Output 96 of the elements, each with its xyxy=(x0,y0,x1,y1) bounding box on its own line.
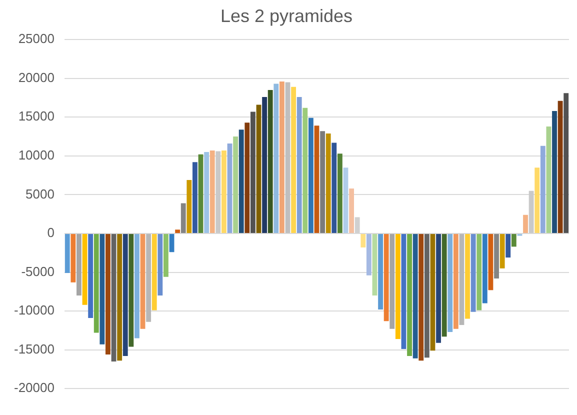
bar xyxy=(180,203,186,233)
bar xyxy=(523,214,528,233)
bar xyxy=(332,142,337,233)
bar xyxy=(164,234,168,277)
bar xyxy=(198,154,204,233)
bar xyxy=(470,234,476,312)
bar xyxy=(465,234,470,319)
bar xyxy=(111,234,116,362)
bar xyxy=(453,234,458,329)
bar xyxy=(122,234,128,356)
bar xyxy=(204,152,210,233)
bar xyxy=(210,150,215,233)
bar xyxy=(146,234,152,322)
y-tick-label: -10000 xyxy=(14,302,54,318)
bar xyxy=(117,234,122,361)
bar xyxy=(552,110,557,233)
y-tick-label: 0 xyxy=(47,225,54,240)
bar xyxy=(233,136,238,233)
bar xyxy=(442,234,447,337)
bar xyxy=(534,168,540,233)
y-tick-label: 5000 xyxy=(26,186,54,202)
bar xyxy=(64,234,70,274)
bar xyxy=(128,234,134,347)
bar xyxy=(100,234,105,344)
bar xyxy=(221,150,226,233)
bar xyxy=(70,234,76,282)
bar xyxy=(384,234,389,322)
y-tick-label: 20000 xyxy=(18,70,54,85)
bar xyxy=(528,190,534,233)
bar xyxy=(291,86,296,233)
bar xyxy=(140,234,146,329)
bar xyxy=(349,188,354,233)
bar xyxy=(488,234,494,290)
bar xyxy=(152,234,157,310)
y-tick-label: -5000 xyxy=(21,264,54,279)
bar xyxy=(343,168,348,233)
bar xyxy=(106,234,110,354)
bar xyxy=(308,118,314,233)
bar xyxy=(285,82,290,233)
bar xyxy=(296,96,302,233)
bar xyxy=(88,234,94,318)
bar xyxy=(436,234,441,343)
bar xyxy=(279,81,284,233)
y-tick-label: 25000 xyxy=(18,31,54,46)
bar xyxy=(227,144,232,233)
bar xyxy=(216,151,221,233)
bar xyxy=(268,90,273,233)
y-tick-label: 15000 xyxy=(18,108,54,124)
bar xyxy=(302,108,308,233)
y-tick-label: -20000 xyxy=(14,380,54,396)
bar xyxy=(320,131,326,233)
bar xyxy=(476,234,482,310)
bar xyxy=(506,234,511,258)
bar xyxy=(192,162,198,233)
bar xyxy=(250,112,256,233)
bar xyxy=(430,234,436,351)
bar xyxy=(82,234,88,305)
bar xyxy=(158,234,163,296)
bar xyxy=(424,234,430,358)
bar xyxy=(401,234,406,350)
bar xyxy=(244,122,250,233)
bar xyxy=(546,126,552,233)
bar xyxy=(274,84,279,233)
bar xyxy=(175,230,180,233)
bar xyxy=(448,234,453,332)
bar xyxy=(134,234,140,338)
bar xyxy=(407,234,412,356)
bar xyxy=(337,154,342,233)
chart-title: Les 2 pyramides xyxy=(220,6,353,26)
bar xyxy=(564,93,569,233)
y-tick-label: -15000 xyxy=(14,341,54,356)
bar xyxy=(186,180,192,233)
bar xyxy=(314,126,320,233)
bar xyxy=(360,234,366,248)
bar xyxy=(94,234,99,333)
bar xyxy=(262,96,268,233)
bar xyxy=(366,234,372,276)
bar xyxy=(511,234,516,247)
bar xyxy=(459,234,464,326)
bar xyxy=(238,130,244,233)
bar xyxy=(256,104,262,233)
bar xyxy=(418,234,424,361)
bar xyxy=(378,234,383,310)
bar xyxy=(76,234,82,296)
bar xyxy=(169,234,174,252)
bar xyxy=(390,234,395,329)
bar xyxy=(326,133,331,233)
bar xyxy=(412,234,418,358)
bar xyxy=(494,234,499,278)
bar xyxy=(482,234,488,304)
bar xyxy=(540,146,546,233)
bar xyxy=(372,234,378,296)
bar xyxy=(500,234,505,268)
bar xyxy=(558,100,563,233)
bar xyxy=(395,234,400,339)
y-tick-label: 10000 xyxy=(18,148,54,163)
